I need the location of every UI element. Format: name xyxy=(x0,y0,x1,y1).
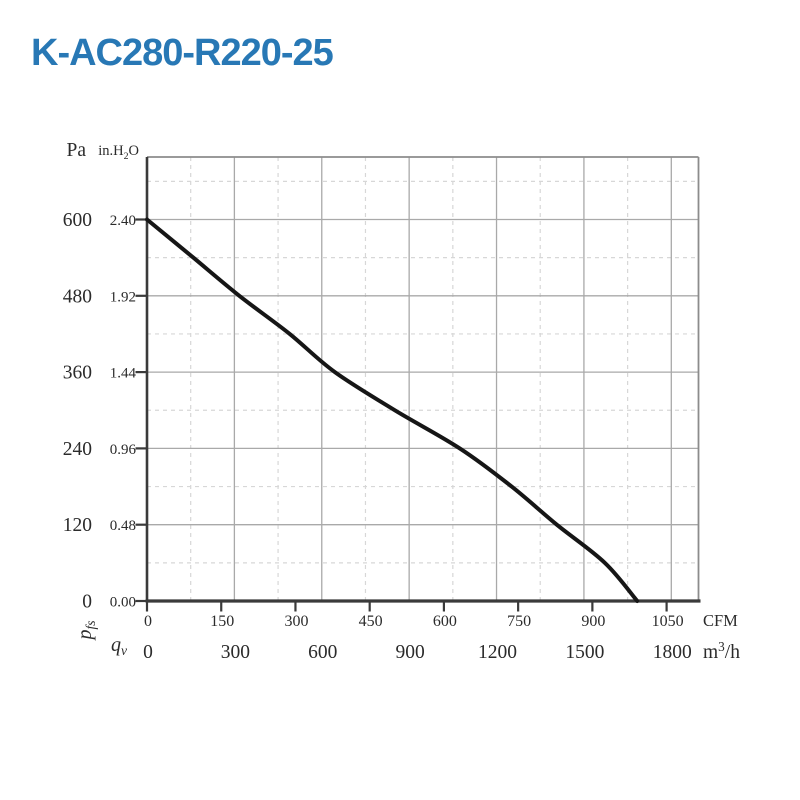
x-axis-quantity-qv: qv xyxy=(111,634,128,658)
x-tick-label-m3h: 1200 xyxy=(478,642,517,663)
page-title: K-AC280-R220-25 xyxy=(31,32,334,74)
y-axis-quantity-pfs: pfs xyxy=(74,620,98,641)
y-tick-label-pa: 360 xyxy=(63,363,92,384)
y-tick-label-inh2o: 0.00 xyxy=(110,595,136,611)
x-tick-label-cfm: 600 xyxy=(433,613,457,630)
x-tick-label-cfm: 0 xyxy=(144,613,152,630)
x-tick-label-cfm: 150 xyxy=(210,613,234,630)
y-tick-label-inh2o: 0.48 xyxy=(110,518,136,534)
x-tick-label-cfm: 1050 xyxy=(652,613,684,630)
x-tick-label-m3h: 0 xyxy=(143,642,153,663)
y-tick-label-pa: 480 xyxy=(63,286,92,307)
y-tick-label-pa: 600 xyxy=(63,210,92,231)
x-tick-label-cfm: 900 xyxy=(581,613,605,630)
x-unit-label-cfm: CFM xyxy=(703,611,738,630)
y-unit-label-pa: Pa xyxy=(67,140,87,161)
y-tick-label-pa: 240 xyxy=(63,439,92,460)
x-tick-label-m3h: 600 xyxy=(308,642,337,663)
y-tick-label-inh2o: 1.44 xyxy=(110,366,137,382)
y-tick-label-pa: 120 xyxy=(63,515,92,536)
y-tick-label-inh2o: 0.96 xyxy=(110,442,137,458)
x-tick-label-cfm: 300 xyxy=(284,613,308,630)
x-tick-label-cfm: 450 xyxy=(359,613,383,630)
x-tick-label-m3h: 1500 xyxy=(565,642,604,663)
x-tick-label-cfm: 750 xyxy=(507,613,531,630)
x-unit-label-m3h: m3/h xyxy=(703,639,740,663)
performance-curve xyxy=(145,217,640,603)
y-tick-label-pa: 0 xyxy=(82,592,92,613)
y-tick-label-inh2o: 2.40 xyxy=(110,213,136,229)
y-unit-label-inh2o: in.H2O xyxy=(98,143,139,162)
x-tick-label-m3h: 1800 xyxy=(653,642,692,663)
x-tick-label-m3h: 900 xyxy=(396,642,425,663)
y-tick-label-inh2o: 1.92 xyxy=(110,289,136,305)
x-tick-label-m3h: 300 xyxy=(221,642,250,663)
